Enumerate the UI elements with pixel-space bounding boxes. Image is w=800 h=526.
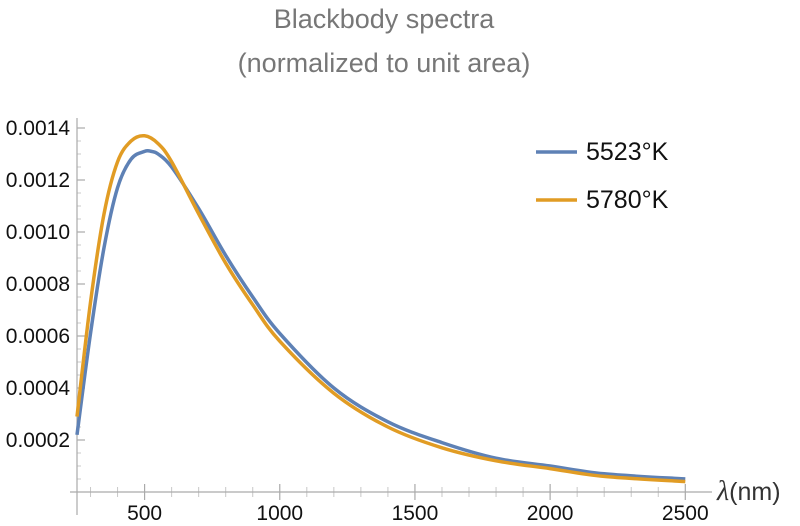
series-line-5523k <box>75 148 686 481</box>
x-tick-labels: 500 1000 1500 2000 2500 <box>127 502 709 525</box>
x-axis-label-unit: (nm) <box>729 478 780 506</box>
y-tick-label: 0.0012 <box>6 169 70 192</box>
x-tick-label: 1500 <box>392 502 439 525</box>
legend-label-5523k: 5523°K <box>586 138 669 166</box>
y-tick-label: 0.0006 <box>6 325 70 348</box>
series-lines <box>75 133 686 484</box>
series-line-5780k <box>75 133 686 484</box>
chart-subtitle: (normalized to unit area) <box>238 48 531 78</box>
legend-label-5780k: 5780°K <box>586 186 669 214</box>
y-tick-label: 0.0008 <box>6 273 70 296</box>
y-tick-label: 0.0002 <box>6 429 70 452</box>
legend: 5523°K 5780°K <box>536 138 669 214</box>
y-tick-label: 0.0010 <box>6 221 70 244</box>
chart-title: Blackbody spectra <box>274 4 496 34</box>
x-tick-label: 500 <box>127 502 162 525</box>
x-axis-label-symbol: λ <box>716 476 729 507</box>
axis-ticks <box>77 127 686 500</box>
y-tick-label: 0.0014 <box>6 117 71 140</box>
x-tick-label: 2500 <box>662 502 709 525</box>
y-tick-labels: 0.0002 0.0004 0.0006 0.0008 0.0010 0.0012 0.00… <box>6 117 71 452</box>
x-tick-label: 2000 <box>527 502 574 525</box>
x-tick-label: 1000 <box>256 502 303 525</box>
y-tick-label: 0.0004 <box>6 377 71 400</box>
x-axis-label: λ(nm) <box>716 476 781 507</box>
